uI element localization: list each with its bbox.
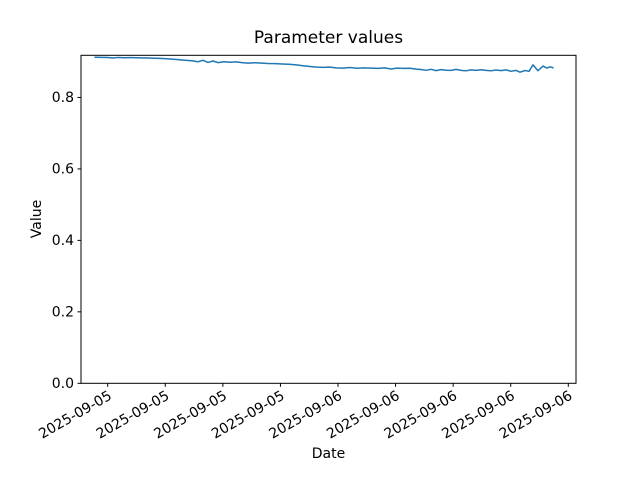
x-axis-label: Date: [311, 446, 346, 462]
y-tick-label: 0.6: [52, 161, 74, 177]
y-tick-label: 0.0: [52, 376, 74, 392]
axes-spines: [80, 54, 577, 384]
chart-title: Parameter values: [253, 28, 404, 48]
y-tick-label: 0.4: [52, 233, 74, 249]
y-tick-label: 0.8: [52, 90, 74, 106]
y-tick-label: 0.2: [52, 304, 74, 320]
data-line-parameter-values: [94, 56, 554, 73]
